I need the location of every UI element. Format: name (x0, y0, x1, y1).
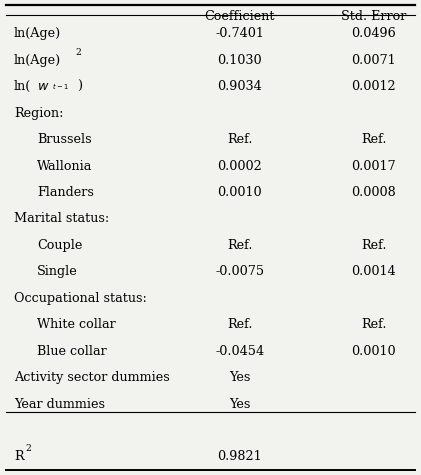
Text: -0.0454: -0.0454 (215, 345, 264, 358)
Text: ln(Age): ln(Age) (14, 28, 61, 40)
Text: White collar: White collar (37, 318, 116, 331)
Text: Ref.: Ref. (361, 133, 386, 146)
Text: Blue collar: Blue collar (37, 345, 107, 358)
Text: 0.0017: 0.0017 (351, 160, 396, 172)
Text: Yes: Yes (229, 398, 250, 410)
Text: Occupational status:: Occupational status: (14, 292, 147, 305)
Text: 0.1030: 0.1030 (218, 54, 262, 67)
Text: R: R (14, 450, 24, 464)
Text: $w$: $w$ (37, 80, 49, 93)
Text: ln(: ln( (14, 80, 31, 93)
Text: 0.0012: 0.0012 (351, 80, 396, 93)
Text: Yes: Yes (229, 371, 250, 384)
Text: Couple: Couple (37, 239, 83, 252)
Text: Ref.: Ref. (361, 239, 386, 252)
Text: Ref.: Ref. (227, 318, 253, 331)
Text: ): ) (77, 80, 83, 93)
Text: Marital status:: Marital status: (14, 212, 109, 226)
Text: Ref.: Ref. (227, 239, 253, 252)
Text: -0.0075: -0.0075 (215, 266, 264, 278)
Text: Flanders: Flanders (37, 186, 94, 199)
Text: Single: Single (37, 266, 78, 278)
Text: $_{t-1}$: $_{t-1}$ (52, 82, 69, 92)
Text: 0.0008: 0.0008 (351, 186, 396, 199)
Text: 0.0010: 0.0010 (351, 345, 396, 358)
Text: Activity sector dummies: Activity sector dummies (14, 371, 170, 384)
Text: 0.0071: 0.0071 (351, 54, 396, 67)
Text: 0.0010: 0.0010 (218, 186, 262, 199)
Text: 0.0014: 0.0014 (351, 266, 396, 278)
Text: Ref.: Ref. (227, 133, 253, 146)
Text: Region:: Region: (14, 107, 64, 120)
Text: Brussels: Brussels (37, 133, 91, 146)
Text: Wallonia: Wallonia (37, 160, 92, 172)
Text: 0.0002: 0.0002 (217, 160, 262, 172)
Text: 2: 2 (76, 48, 82, 57)
Text: Std. Error: Std. Error (341, 10, 406, 23)
Text: Coefficient: Coefficient (205, 10, 275, 23)
Text: 0.9821: 0.9821 (218, 450, 262, 464)
Text: Year dummies: Year dummies (14, 398, 105, 410)
Text: Ref.: Ref. (361, 318, 386, 331)
Text: 2: 2 (25, 444, 31, 453)
Text: -0.7401: -0.7401 (215, 28, 264, 40)
Text: 0.9034: 0.9034 (217, 80, 262, 93)
Text: ln(Age): ln(Age) (14, 54, 61, 67)
Text: 0.0496: 0.0496 (351, 28, 396, 40)
